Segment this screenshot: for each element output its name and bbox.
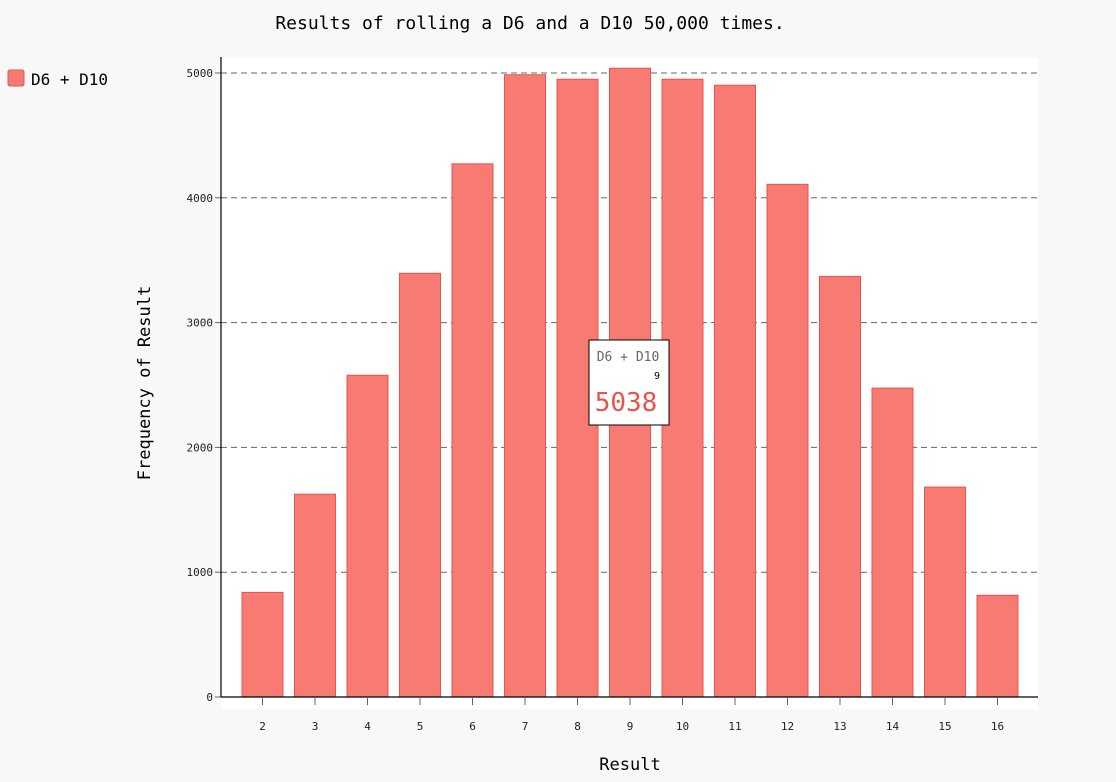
x-tick-label: 5 (417, 720, 424, 733)
y-tick-label: 4000 (187, 192, 214, 205)
bar (451, 163, 494, 698)
x-tick-label: 6 (469, 720, 476, 733)
x-tick-label: 11 (728, 720, 741, 733)
y-tick-label: 1000 (187, 566, 214, 579)
y-tick-label: 3000 (187, 317, 214, 330)
bar (766, 183, 809, 698)
tooltip-box (588, 339, 670, 426)
tooltip-series-name: D6 + D10 (597, 350, 660, 365)
bars (241, 67, 1019, 698)
bar (241, 591, 284, 698)
x-tick-label: 10 (676, 720, 689, 733)
y-axis-title: Frequency of Result (135, 286, 155, 480)
y-tick-label: 0 (206, 691, 213, 704)
x-tick-label: 12 (781, 720, 794, 733)
y-tick-label: 2000 (187, 441, 214, 454)
bar (346, 374, 389, 698)
bar (924, 486, 966, 698)
legend[interactable]: D6 + D10 (7, 69, 108, 89)
tooltip-value: 5038 (595, 388, 658, 418)
x-tick-label: 14 (886, 720, 900, 733)
x-tick-label: 13 (833, 720, 846, 733)
x-tick-label: 16 (991, 720, 1004, 733)
bar (504, 74, 546, 698)
bar (294, 493, 336, 698)
legend-label: D6 + D10 (31, 70, 108, 89)
x-axis-title: Result (599, 755, 660, 775)
x-tick-label: 3 (312, 720, 319, 733)
chart-title: Results of rolling a D6 and a D10 50,000… (275, 13, 784, 34)
x-tick-label: 7 (522, 720, 529, 733)
bar (819, 275, 861, 698)
tooltip: D6 + D10 9 5038 (588, 339, 670, 426)
bar (714, 84, 756, 698)
x-tick-label: 4 (364, 720, 371, 733)
bar (871, 387, 914, 698)
x-tick-label: 15 (938, 720, 951, 733)
axes: 0 1000 2000 3000 4000 5000 2 3 4 5 6 7 8 9 10 11 12 13 14 1… (187, 57, 1038, 733)
tooltip-x-value: 9 (654, 371, 660, 382)
bar (399, 272, 441, 698)
bar (976, 594, 1019, 698)
x-tick-label: 9 (627, 720, 634, 733)
y-tick-label: 5000 (187, 67, 214, 80)
x-tick-label: 2 (259, 720, 266, 733)
legend-swatch (7, 69, 25, 87)
x-tick-label: 8 (574, 720, 581, 733)
